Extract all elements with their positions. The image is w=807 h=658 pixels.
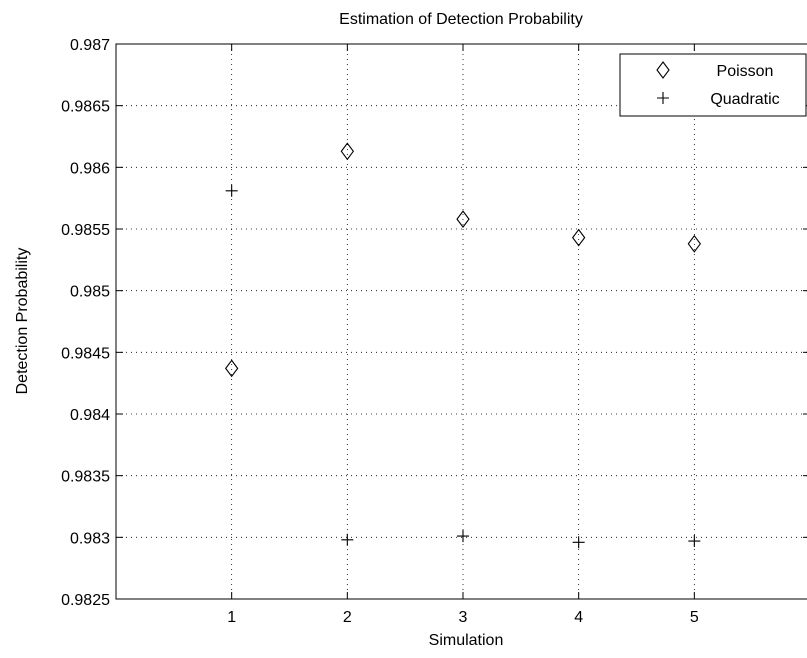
data-points	[224, 142, 702, 549]
plot-area	[115, 43, 807, 600]
y-tick-label: 0.986	[70, 160, 110, 177]
quadratic-point	[225, 184, 238, 197]
y-tick-label: 0.987	[70, 37, 110, 54]
y-tick-label: 0.983	[70, 530, 110, 547]
quadratic-point	[341, 533, 354, 546]
poisson-point	[340, 142, 355, 161]
grid	[116, 44, 807, 599]
y-tick-label: 0.9825	[61, 592, 110, 609]
x-axis-label: Simulation	[429, 632, 504, 649]
legend-label: Quadratic	[710, 91, 779, 108]
legend: Poisson Quadratic	[619, 53, 807, 117]
x-tick-label: 5	[690, 609, 699, 626]
quadratic-point	[688, 535, 701, 548]
poisson-point	[687, 234, 702, 253]
x-tick-label: 3	[459, 609, 468, 626]
poisson-point	[571, 228, 586, 247]
chart-title: Estimation of Detection Probability	[339, 11, 583, 28]
x-tick-label: 2	[343, 609, 352, 626]
y-tick-label: 0.985	[70, 284, 110, 301]
legend-box	[619, 53, 807, 117]
quadratic-legend-marker	[657, 92, 669, 104]
y-tick-label: 0.9835	[61, 469, 110, 486]
y-tick-label: 0.9855	[61, 222, 110, 239]
poisson-legend-marker	[656, 61, 670, 79]
y-axis-label: Detection Probability	[14, 248, 31, 395]
quadratic-point	[572, 536, 585, 549]
y-tick-label: 0.984	[70, 407, 110, 424]
x-axis: 1 2 3 4 5	[227, 44, 699, 626]
y-tick-label: 0.9865	[61, 99, 110, 116]
x-tick-label: 4	[574, 609, 583, 626]
y-tick-label: 0.9845	[61, 345, 110, 362]
y-axis: 0.9825 0.983 0.9835 0.984 0.9845 0.985 0.9855 0…	[61, 37, 807, 609]
quadratic-point	[457, 530, 469, 543]
x-tick-label: 1	[227, 609, 236, 626]
poisson-point	[224, 359, 239, 378]
poisson-point	[456, 210, 470, 229]
legend-label: Poisson	[717, 63, 774, 80]
